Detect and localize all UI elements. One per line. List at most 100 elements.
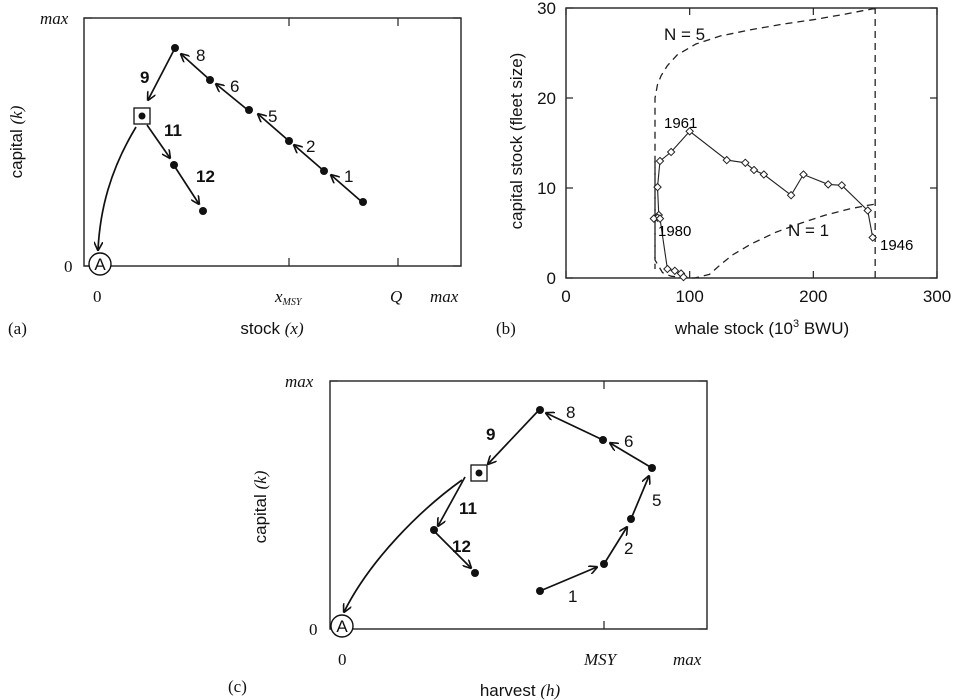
panel-a-label-6: 6 [230,77,239,96]
panel-b-panel-label: (b) [496,319,516,338]
panel-b-xtick-label: 100 [675,287,703,306]
panel-b-xtick-label: 300 [923,287,951,306]
panel-b-data-point [823,180,833,189]
panel-c-point-1 [536,587,544,595]
panel-c-label-6: 6 [624,432,633,451]
panel-c-point-12 [471,569,479,577]
panel-c-arrow-8 [546,413,604,441]
panel-b-ytick-label: 10 [537,179,556,198]
panel-c-label-8: 8 [566,403,575,422]
panel-a-xtick-max-label: max [430,287,459,306]
panel-b-n5-curve [654,8,876,269]
panel-a-point-12 [199,207,207,215]
panel-b-data-point [868,233,878,242]
panel-a-label-5: 5 [268,107,277,126]
panel-c-xtick-max-label: max [673,650,702,669]
panel-b-data-point [837,180,847,190]
panel-a-point-2 [320,167,328,175]
panel-b-data-point [666,147,676,157]
panel-c-arrow-11 [438,476,466,526]
panel-b-data-point [759,170,769,179]
panel-b-ytick-label: 20 [537,89,556,108]
panel-c-point-6 [599,436,607,444]
panel-b-data-point [799,170,808,179]
panel-b: 0 100 200 300 0 10 20 30 capital stock (fleet s… [496,0,951,338]
panel-a-ylabel: capital (k) [7,105,26,178]
panel-c-point-5 [648,464,656,472]
panel-a-point-6 [245,106,253,114]
panel-a-arrow-9 [148,49,175,100]
panel-b-xtick-label: 200 [799,287,827,306]
panel-b-data-point [741,158,750,168]
panel-b-data-point [863,206,873,215]
panel-c-arrow-9 [488,409,540,464]
panel-a-point-11 [170,161,178,169]
panel-b-data-point [649,214,659,223]
panel-c-label-2: 2 [624,539,633,558]
panel-a-arrow-8 [181,54,211,81]
panel-c-point-9-box [470,464,488,482]
panel-c-label-11: 11 [459,499,477,518]
panel-b-tick-labels: 0 100 200 300 0 10 20 30 [537,0,951,306]
panel-c-label-12: 12 [452,537,471,556]
panel-a-label-12: 12 [196,167,215,186]
panel-a-arrow-2 [294,145,325,172]
panel-b-data-point [655,156,665,166]
panel-c-arrow-12 [434,531,471,568]
panel-a-label-1: 1 [344,167,353,186]
panel-c-frame [329,380,708,630]
panel-c-ylabel: capital (k) [251,470,270,543]
panel-a-start-label: A [94,255,106,274]
panel-c-start-label: A [336,617,348,636]
panel-b-annot-1946: 1946 [880,237,913,254]
panel-b-ytick-label: 0 [547,269,556,288]
panel-c-arrow-2 [603,527,627,565]
panel-c-point-4 [627,515,635,523]
panel-a-label-11: 11 [164,121,182,140]
panel-a-ytick-zero-label: 0 [64,257,73,276]
panel-c-point-8 [536,406,544,414]
panel-a-point-9-box [133,107,151,125]
panel-c-label-9: 9 [486,425,495,444]
panel-c-ytick-max-label: max [285,372,314,391]
panel-c-xlabel: harvest (h) [480,681,561,700]
panel-c-arrow-5 [630,476,649,520]
panel-a-arrow-6 [216,84,250,112]
panel-b-xlabel: whale stock (103 BWU) [674,318,849,338]
panel-c: max 0 0 MSY max capital (k) harvest (h) … [228,372,708,700]
panel-c-arrow-6 [610,443,653,469]
panel-a-point-9 [138,112,146,120]
panel-b-n1-curve [654,161,876,279]
panel-b-annot-1980: 1980 [658,223,691,240]
panel-c-panel-label: (c) [228,677,247,696]
panel-a-point-1 [359,198,367,206]
panel-a-frame [83,17,462,267]
panel-b-ytick-label: 30 [537,0,556,18]
panel-a-panel-label: (a) [8,319,27,338]
panel-a-xlabel: stock (x) [240,319,304,338]
panel-a-label-2: 2 [306,137,315,156]
panel-a-start-circle [88,252,112,276]
panel-c-start-circle [330,614,354,638]
panel-b-data-point [679,272,688,282]
panel-a-ytick-max-label: max [40,9,69,28]
panel-c-point-2 [600,560,608,568]
panel-a-arrow-1 [331,175,363,203]
panel-c-xtick-msy-label: MSY [583,650,618,669]
panel-b-data-point [749,165,759,175]
panel-b-ticks [565,7,938,279]
panel-a-xtick-msy-label: xMSY [274,287,303,308]
panel-a-collapse-arrow [98,126,137,250]
panel-b-data-point [655,214,665,223]
panel-a: max 0 0 xMSY Q max capital (k) stock (x)… [7,9,462,338]
panel-c-xtick-zero-label: 0 [338,650,347,669]
panel-b-ylabel: capital stock (fleet size) [507,53,526,230]
panel-b-points [649,126,878,282]
panel-a-arrow-12 [174,166,199,204]
panel-b-annot-n1: N = 1 [788,221,829,240]
panel-b-data-point [685,126,694,136]
panel-b-observed-line [653,130,874,278]
panel-a-point-5 [285,137,293,145]
panel-b-data-point [786,190,796,200]
